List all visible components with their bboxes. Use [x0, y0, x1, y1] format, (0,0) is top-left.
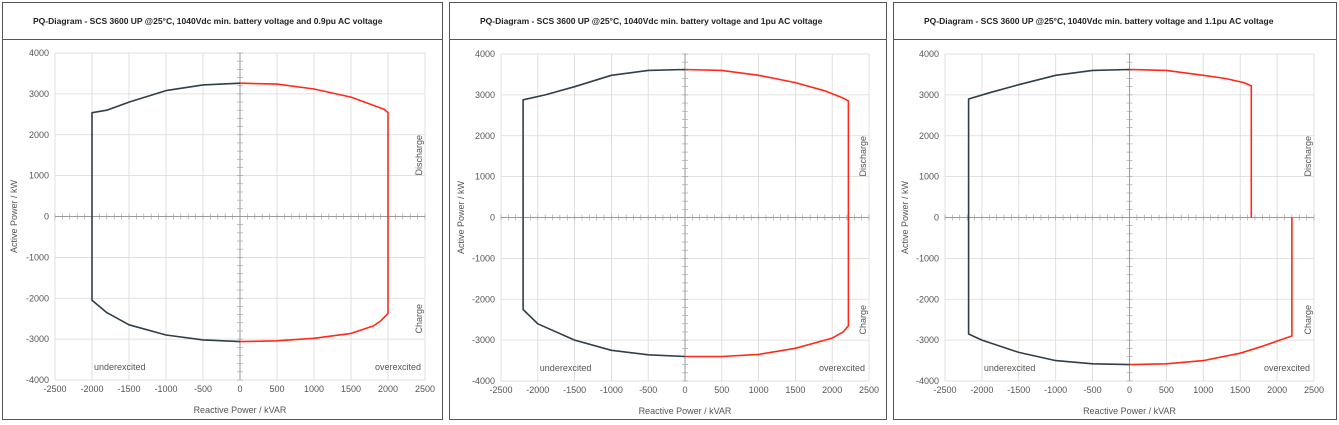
y-tick-label: 0 — [490, 213, 495, 223]
y-tick-label: -4000 — [26, 375, 49, 385]
charge-label: Charge — [414, 304, 424, 334]
y-axis-label: Active Power / kW — [456, 180, 466, 254]
x-tick-label: -1500 — [117, 384, 140, 394]
y-tick-label: 1000 — [475, 172, 495, 182]
x-tick-label: 500 — [714, 385, 729, 395]
chart-3: -2500 -2000 -1500 -1000 -500 0 500 1000 1500 2000… — [900, 49, 1324, 416]
y-tick-label: 0 — [44, 212, 49, 222]
chart-title: PQ-Diagram - SCS 3600 UP @25°C, 1040Vdc … — [450, 3, 886, 40]
x-axis-label: Reactive Power / kVAR — [194, 405, 287, 415]
series-line-overexcited — [239, 82, 389, 343]
y-tick-label: 4000 — [29, 48, 49, 58]
overexcited-label: overexcited — [1264, 363, 1310, 373]
x-tick-label: 2000 — [1267, 385, 1287, 395]
y-tick-label: 3000 — [475, 90, 495, 100]
x-tick-label: -2000 — [526, 385, 549, 395]
y-tick-label: 0 — [934, 213, 939, 223]
x-tick-label: 2500 — [859, 385, 879, 395]
y-tick-label: -4000 — [916, 376, 939, 386]
x-tick-label: 1500 — [341, 384, 361, 394]
x-tick-label: -1500 — [1007, 385, 1030, 395]
x-tick-label: 0 — [1127, 385, 1132, 395]
y-tick-label: 1000 — [919, 172, 939, 182]
x-tick-label: 500 — [1159, 385, 1174, 395]
x-tick-label: -2500 — [489, 385, 512, 395]
y-tick-label: -2000 — [916, 294, 939, 304]
x-tick-label: -500 — [1084, 385, 1102, 395]
x-tick-label: 500 — [269, 384, 284, 394]
y-tick-label: -3000 — [472, 335, 495, 345]
y-tick-label: -3000 — [916, 335, 939, 345]
discharge-label: Discharge — [1303, 136, 1313, 177]
series-line-underexcited — [967, 68, 1130, 366]
overexcited-label: overexcited — [819, 363, 865, 373]
y-tick-label: -3000 — [26, 334, 49, 344]
x-tick-label: 2000 — [822, 385, 842, 395]
overexcited-label: overexcited — [375, 362, 421, 372]
y-tick-label: -2000 — [472, 294, 495, 304]
y-tick-label: -1000 — [916, 253, 939, 263]
charge-label: Charge — [1303, 305, 1313, 335]
y-axis-label: Active Power / kW — [9, 179, 19, 253]
chart-2: -2500 -2000 -1500 -1000 -500 0 500 1000 1500 2000… — [456, 49, 879, 416]
underexcited-label: underexcited — [984, 363, 1036, 373]
series-line-underexcited — [91, 82, 241, 343]
x-tick-label: 1000 — [304, 384, 324, 394]
x-tick-label: -1000 — [1044, 385, 1067, 395]
x-tick-label: -2500 — [43, 384, 66, 394]
x-tick-label: -1500 — [563, 385, 586, 395]
x-tick-label: -500 — [639, 385, 657, 395]
y-tick-label: -1000 — [26, 252, 49, 262]
chart-title: PQ-Diagram - SCS 3600 UP @25°C, 1040Vdc … — [894, 3, 1336, 40]
x-tick-label: 2500 — [1304, 385, 1324, 395]
x-tick-label: -500 — [194, 384, 212, 394]
chart-title: PQ-Diagram - SCS 3600 UP @25°C, 1040Vdc … — [3, 3, 442, 40]
series-line-overexcited — [684, 68, 850, 358]
y-tick-label: -2000 — [26, 293, 49, 303]
y-tick-label: 3000 — [919, 90, 939, 100]
x-tick-label: -1000 — [600, 385, 623, 395]
discharge-label: Discharge — [858, 136, 868, 177]
chart-panel-3: PQ-Diagram - SCS 3600 UP @25°C, 1040Vdc … — [893, 2, 1337, 420]
underexcited-label: underexcited — [540, 363, 592, 373]
y-tick-label: 2000 — [29, 130, 49, 140]
x-tick-label: 1500 — [1230, 385, 1250, 395]
series-line-overexcited — [1129, 68, 1293, 366]
underexcited-label: underexcited — [94, 362, 146, 372]
x-tick-label: -2000 — [80, 384, 103, 394]
x-tick-label: 1500 — [785, 385, 805, 395]
x-tick-label: -2000 — [970, 385, 993, 395]
discharge-label: Discharge — [414, 135, 424, 176]
x-axis-label: Reactive Power / kVAR — [639, 406, 732, 416]
x-axis-label: Reactive Power / kVAR — [1083, 406, 1176, 416]
x-tick-label: 0 — [682, 385, 687, 395]
y-tick-label: 3000 — [29, 89, 49, 99]
chart-panel-2: PQ-Diagram - SCS 3600 UP @25°C, 1040Vdc … — [449, 2, 887, 420]
x-tick-label: 0 — [237, 384, 242, 394]
y-tick-label: 4000 — [919, 49, 939, 59]
x-tick-label: -2500 — [933, 385, 956, 395]
x-tick-label: 2500 — [415, 384, 435, 394]
y-tick-label: 2000 — [919, 131, 939, 141]
x-tick-label: -1000 — [154, 384, 177, 394]
x-tick-label: 1000 — [1193, 385, 1213, 395]
y-tick-label: 1000 — [29, 171, 49, 181]
chart-panel-1: PQ-Diagram - SCS 3600 UP @25°C, 1040Vdc … — [2, 2, 443, 420]
x-tick-label: 2000 — [378, 384, 398, 394]
chart-1: -2500 -2000 -1500 -1000 -500 0 500 1000 1500 2000… — [9, 48, 435, 415]
x-tick-label: 1000 — [749, 385, 769, 395]
y-tick-label: 2000 — [475, 131, 495, 141]
y-axis-label: Active Power / kW — [900, 180, 910, 254]
y-tick-label: -1000 — [472, 253, 495, 263]
y-tick-label: 4000 — [475, 49, 495, 59]
y-tick-label: -4000 — [472, 376, 495, 386]
series-line-underexcited — [522, 68, 686, 358]
charge-label: Charge — [858, 305, 868, 335]
